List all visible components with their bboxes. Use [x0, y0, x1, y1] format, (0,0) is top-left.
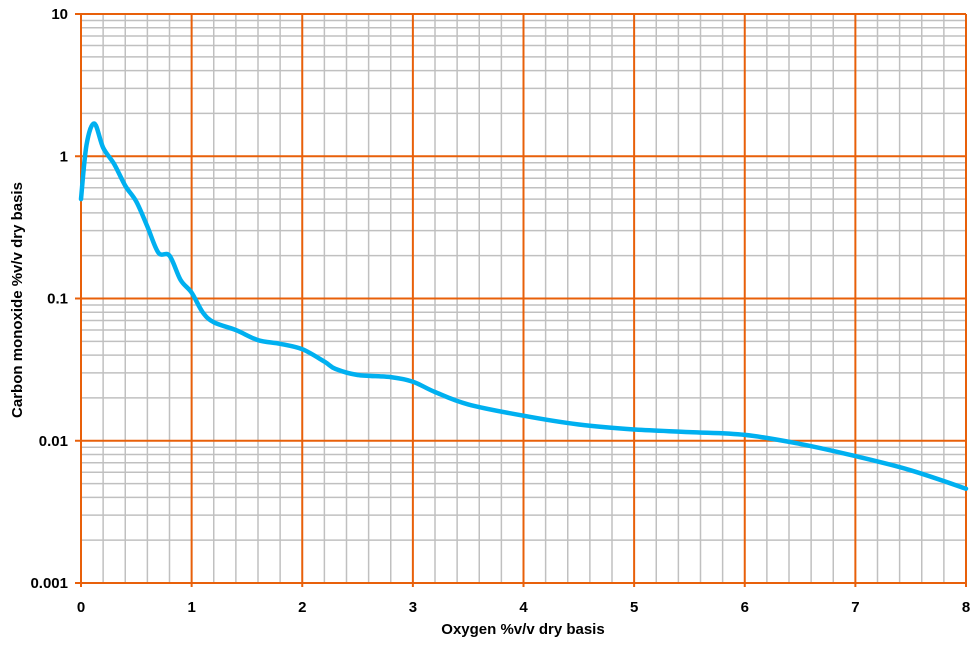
- y-axis-title: Carbon monoxide %v/v dry basis: [9, 182, 26, 418]
- x-tick-label: 7: [851, 599, 859, 616]
- x-axis-ticks: 0 1 2 3 4 5 6 7 8: [77, 599, 970, 616]
- x-tick-label: 5: [630, 599, 638, 616]
- co-curve-line: [78, 121, 969, 491]
- y-tick-label: 1: [60, 148, 68, 165]
- x-tick-label: 1: [187, 599, 195, 616]
- y-tick-label: 0.01: [39, 433, 68, 450]
- y-axis-ticks: 0.001 0.01 0.1 1 10: [30, 6, 68, 592]
- x-tick-label: 3: [409, 599, 417, 616]
- major-grid: [75, 13, 967, 587]
- x-tick-label: 6: [741, 599, 749, 616]
- x-tick-label: 0: [77, 599, 85, 616]
- x-axis-title: Oxygen %v/v dry basis: [441, 621, 604, 638]
- x-tick-label: 8: [962, 599, 970, 616]
- y-tick-label: 0.001: [30, 575, 68, 592]
- y-tick-label: 10: [51, 6, 68, 23]
- x-tick-label: 4: [519, 599, 528, 616]
- y-tick-label: 0.1: [47, 291, 68, 308]
- x-tick-label: 2: [298, 599, 306, 616]
